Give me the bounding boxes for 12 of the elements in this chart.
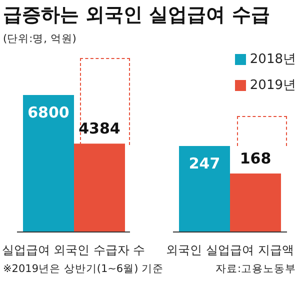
text: 자료:고용노동부: [215, 262, 296, 276]
legend-label: 2018년: [250, 51, 296, 68]
x-tick-label: 외국인 실업급여 지급액: [166, 243, 294, 257]
data-label: 247: [188, 154, 220, 173]
x-tick-label: 실업급여 외국인 수급자 수: [2, 243, 146, 257]
chart-title: 급증하는 외국인 실업급여 수급: [3, 3, 270, 28]
text: ※2019년은 상반기(1~6월) 기준: [3, 262, 164, 276]
legend-label: 2019년: [250, 77, 296, 94]
data-label: 4384: [78, 120, 120, 138]
data-label: 6800: [28, 104, 70, 122]
data-label: 168: [240, 150, 272, 168]
chart-subtitle: (단위:명, 억원): [3, 32, 76, 46]
